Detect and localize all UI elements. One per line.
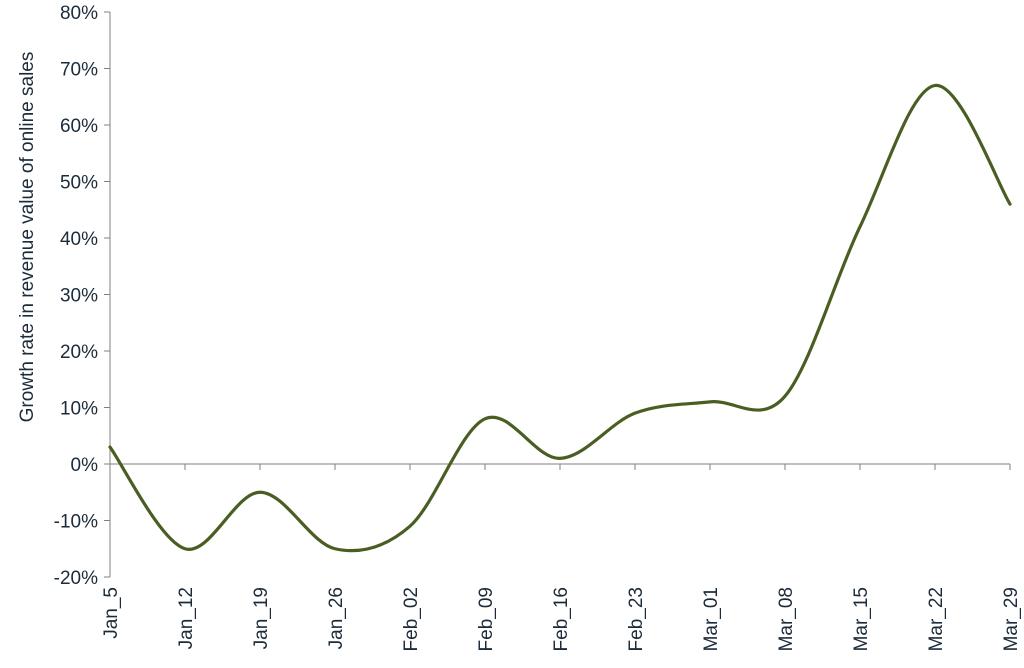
x-tick-label: Jan_12 xyxy=(176,587,197,649)
y-axis: -20% -10% 0% 10% 20% 30% 40% 50% 60% 70% 80% xyxy=(54,3,111,589)
x-tick-label: Mar_15 xyxy=(851,587,872,651)
y-tick-label: 60% xyxy=(60,116,98,137)
y-axis-title: Growth rate in revenue value of online s… xyxy=(17,52,38,423)
x-tick-label: Feb_23 xyxy=(626,587,647,651)
x-tick-label: Mar_22 xyxy=(926,587,947,651)
y-tick-label: 50% xyxy=(60,173,98,194)
y-tick-label: -20% xyxy=(54,568,98,589)
x-tick-label: Feb_09 xyxy=(476,587,497,651)
y-tick-label: 20% xyxy=(60,342,98,363)
x-tick-label: Jan_26 xyxy=(326,587,347,649)
y-tick-label: 70% xyxy=(60,60,98,81)
x-tick-label: Jan_5 xyxy=(101,587,122,639)
x-tick-label: Mar_29 xyxy=(1001,587,1022,651)
y-tick-label: 30% xyxy=(60,286,98,307)
y-tick-label: 40% xyxy=(60,229,98,250)
y-tick-label: 10% xyxy=(60,399,98,420)
x-tick-label: Feb_02 xyxy=(401,587,422,651)
y-tick-label: 0% xyxy=(71,455,99,476)
y-tick-label: 80% xyxy=(60,3,98,24)
x-tick-label: Mar_08 xyxy=(776,587,797,651)
x-tick-label: Feb_16 xyxy=(551,587,572,651)
series-line xyxy=(108,83,1012,553)
x-tick-label: Mar_01 xyxy=(701,587,722,651)
x-axis: Jan_5 Jan_12 Jan_19 Jan_26 Feb_02 Feb_09 Feb_1… xyxy=(101,463,1022,651)
y-tick-label: -10% xyxy=(54,512,98,533)
x-tick-label: Jan_19 xyxy=(251,587,272,649)
series xyxy=(108,83,1012,553)
